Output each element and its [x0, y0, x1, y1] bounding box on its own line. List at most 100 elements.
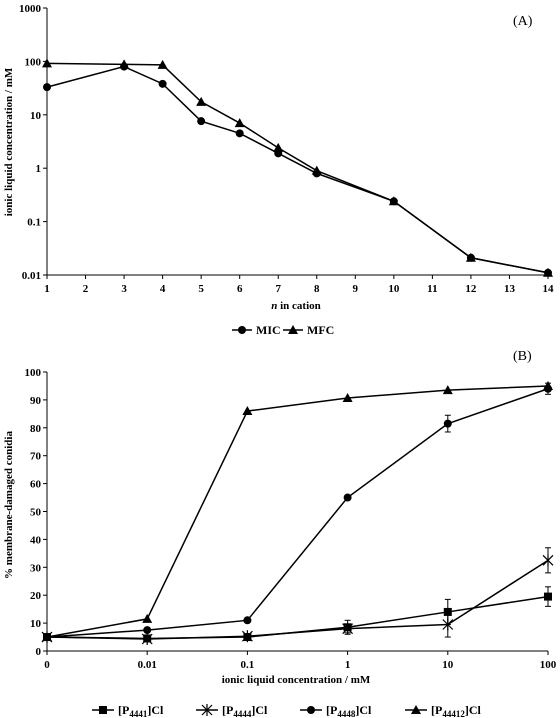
legend-entry-p4441: [P4441]Cl	[92, 703, 164, 718]
panel-b-y-tick-label: 60	[30, 479, 42, 491]
panel-a-y-tick-label: 10	[30, 110, 42, 122]
panel-b-y-tick-label: 20	[30, 590, 42, 602]
series-line	[46, 62, 549, 274]
data-point	[544, 592, 552, 601]
series-p4441	[43, 586, 552, 643]
legend-entry-p44412: [P44412]Cl	[405, 703, 481, 718]
data-point	[234, 118, 245, 128]
panel-b-y-tick-label: 80	[30, 423, 42, 435]
data-point	[242, 406, 253, 416]
chart-panel-a: (A) ionic liquid concentration / mM n in…	[3, 3, 554, 337]
data-point	[543, 267, 553, 277]
panel-a-x-title-rest: in cation	[277, 300, 320, 312]
panel-a-x-tick-label: 11	[427, 283, 437, 295]
panel-a-x-axis-title: n in cation	[271, 300, 321, 312]
panel-a-label: (A)	[513, 14, 533, 29]
panel-b-x-tick-label: 10	[442, 659, 454, 671]
data-point	[196, 96, 207, 106]
data-point	[42, 58, 52, 68]
data-point	[543, 380, 553, 390]
data-point	[158, 79, 167, 88]
data-point	[157, 59, 168, 69]
data-point	[443, 419, 452, 428]
panel-b-y-tick-label: 0	[36, 646, 42, 658]
data-point	[143, 626, 152, 635]
series-mic	[43, 62, 552, 277]
panel-b-x-tick-label: 0.1	[241, 659, 255, 671]
panel-b-y-tick-label: 50	[30, 507, 42, 519]
panel-a-x-tick-label: 5	[198, 283, 204, 295]
data-point	[342, 392, 353, 402]
panel-b-y-tick-label: 90	[30, 395, 42, 407]
panel-a-y-tick-label: 1	[36, 163, 42, 175]
legend-entry-mfc: MFC	[283, 323, 334, 337]
series-p4444	[41, 547, 554, 646]
data-point	[388, 196, 399, 206]
panel-a-x-tick-label: 9	[353, 283, 359, 295]
panel-a-x-title-italic: n	[271, 300, 277, 312]
series-line	[46, 385, 549, 638]
panel-b-y-tick-label: 100	[25, 367, 42, 379]
data-point	[141, 633, 153, 646]
data-point	[243, 616, 252, 625]
legend-marker	[288, 325, 298, 334]
panel-a-series	[42, 58, 553, 277]
legend-marker	[99, 706, 107, 714]
data-point	[442, 385, 453, 395]
data-point	[197, 117, 206, 126]
series-p4448	[43, 382, 552, 642]
data-point	[343, 493, 352, 502]
legend-label: [P4448]Cl	[326, 703, 372, 718]
panel-b-axes: 0 10 20 30 40 50 60 70 80 90 100 0 0.01 0.1 1 10 100	[25, 367, 557, 671]
panel-a-x-tick-label: 12	[465, 283, 477, 295]
legend-entry-mic: MIC	[232, 323, 281, 337]
panel-b-x-tick-label: 100	[540, 659, 557, 671]
legend-entry-p4444: [P4444]Cl	[196, 703, 268, 718]
legend-label: [P44412]Cl	[431, 703, 481, 718]
panel-b-y-tick-label: 30	[30, 562, 42, 574]
panel-a-y-tick-label: 0.01	[22, 270, 41, 282]
data-point	[43, 83, 51, 92]
legend-label: MFC	[307, 323, 334, 337]
data-point	[442, 618, 454, 631]
panel-b-y-tick-label: 70	[30, 451, 42, 463]
legend-label: [P4444]Cl	[222, 703, 268, 718]
panel-a-x-tick-label: 10	[388, 283, 400, 295]
chart-panel-b: (B) % membrane-damaged conidia ionic liq…	[3, 349, 557, 718]
legend-marker	[307, 706, 315, 714]
series-p44412	[42, 380, 553, 642]
panel-b-y-axis-title: % membrane-damaged conidia	[3, 431, 15, 579]
data-point	[42, 632, 52, 642]
panel-b-y-tick-label: 10	[30, 618, 42, 630]
panel-a-legend: MIC MFC	[232, 323, 334, 337]
series-mfc	[42, 58, 553, 277]
legend-label: [P4441]Cl	[118, 703, 164, 718]
data-point	[119, 59, 130, 69]
panel-b-series	[41, 380, 554, 646]
panel-a-x-tick-label: 2	[83, 283, 89, 295]
data-point	[273, 142, 284, 152]
panel-a-x-tick-label: 8	[314, 283, 320, 295]
panel-a-x-tick-label: 4	[160, 283, 166, 295]
legend-label: MIC	[256, 323, 281, 337]
panel-b-label: (B)	[513, 349, 532, 364]
panel-a-x-tick-label: 13	[504, 283, 516, 295]
data-point	[235, 129, 244, 138]
panel-a-y-tick-label: 0.1	[27, 217, 41, 229]
panel-b-y-tick-label: 40	[30, 534, 42, 546]
panel-b-x-axis-title: ionic liquid concentration / mM	[222, 674, 371, 686]
legend-entry-p4448: [P4448]Cl	[300, 703, 372, 718]
legend-marker	[201, 704, 213, 716]
data-point	[342, 622, 354, 635]
data-point	[142, 613, 153, 623]
panel-a-y-axis-title: ionic liquid concentration / mM	[3, 67, 15, 216]
series-line	[46, 388, 549, 638]
panel-a-x-tick-label: 7	[275, 283, 281, 295]
legend-marker	[238, 326, 246, 334]
panel-b-x-tick-label: 0	[44, 659, 50, 671]
data-point	[465, 252, 476, 262]
series-line	[46, 65, 549, 274]
data-point	[311, 165, 322, 175]
